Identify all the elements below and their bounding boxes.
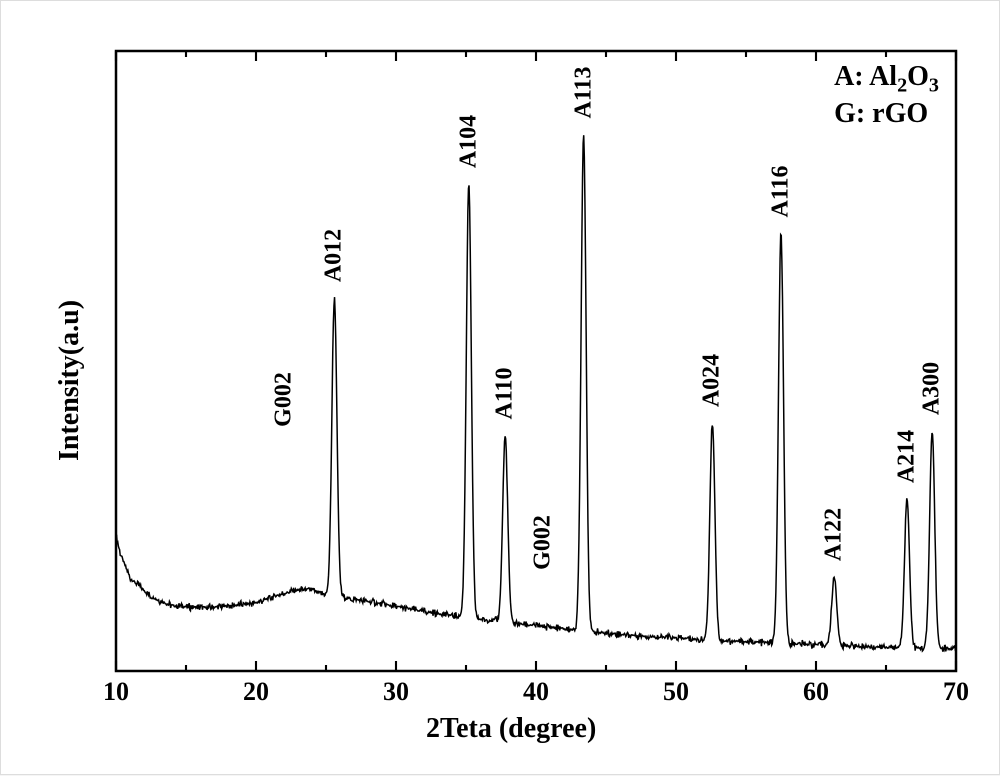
legend: A: Al2O3G: rGO: [834, 61, 939, 130]
x-tick-label: 40: [506, 677, 566, 707]
peak-label: A113: [570, 57, 597, 127]
x-tick-label: 60: [786, 677, 846, 707]
x-tick-label: 70: [926, 677, 986, 707]
legend-line: G: rGO: [834, 98, 939, 130]
legend-line: A: Al2O3: [834, 61, 939, 98]
x-tick-label: 20: [226, 677, 286, 707]
x-tick-label: 10: [86, 677, 146, 707]
peak-label: A122: [821, 500, 848, 570]
peak-label: G002: [271, 365, 298, 435]
peak-label: A214: [894, 421, 921, 491]
peak-label: G002: [530, 507, 557, 577]
x-axis-label: 2Teta (degree): [426, 713, 596, 745]
plot-border: [116, 51, 956, 671]
peak-label: A300: [919, 354, 946, 424]
peak-label: A024: [699, 346, 726, 416]
peak-label: A110: [492, 359, 519, 429]
y-axis-label: Intensity(a.u): [54, 300, 86, 461]
x-tick-label: 50: [646, 677, 706, 707]
peak-label: A104: [455, 106, 482, 176]
x-tick-label: 30: [366, 677, 426, 707]
peak-label: A116: [768, 156, 795, 226]
tick-group: [116, 51, 956, 671]
figure-frame: 2Teta (degree) Intensity(a.u) A: Al2O3G:…: [0, 0, 1000, 775]
peak-label: A012: [321, 221, 348, 291]
